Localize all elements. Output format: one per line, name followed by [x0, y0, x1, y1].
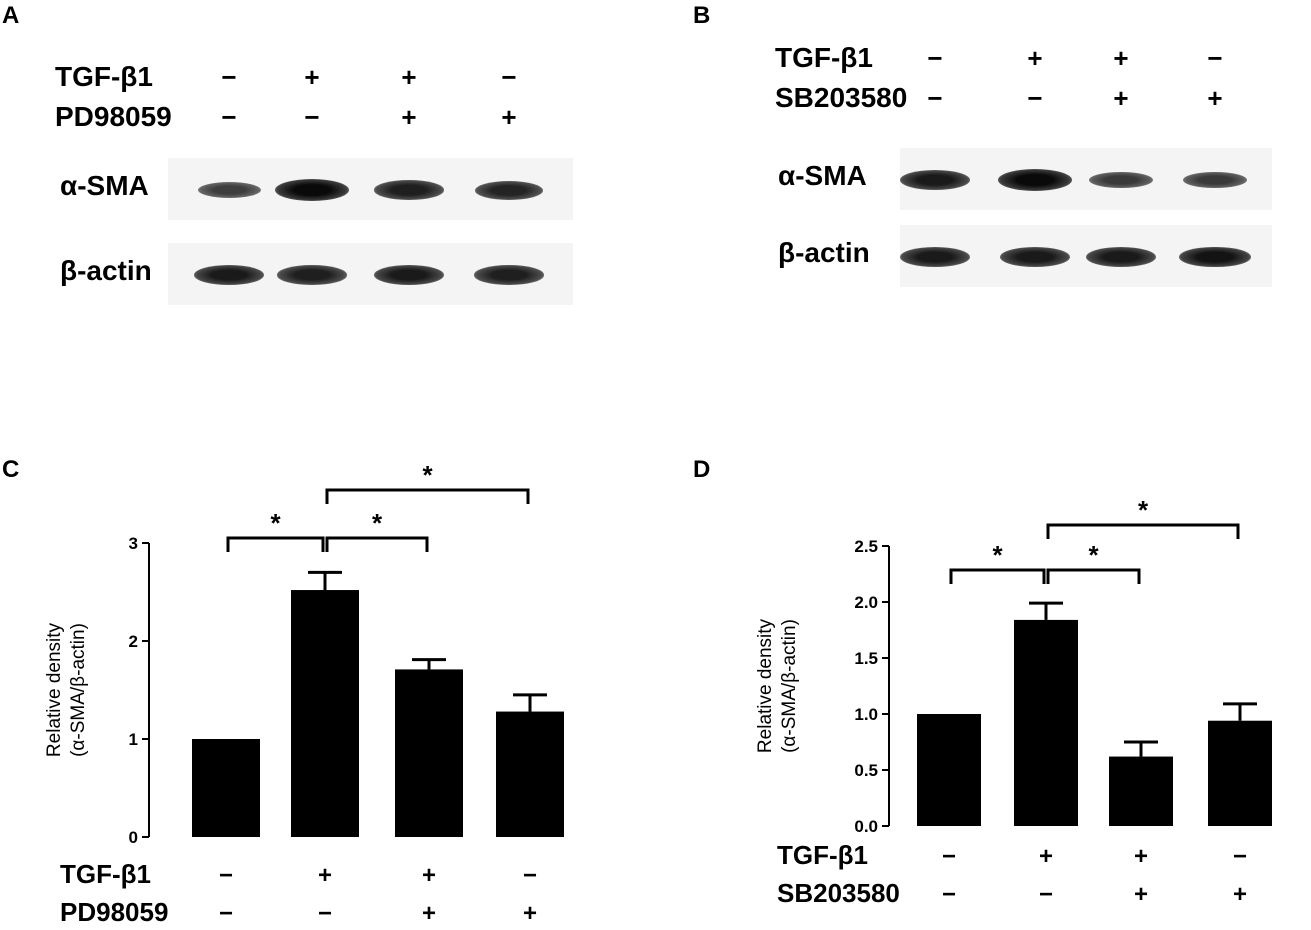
significance-bracket: [325, 488, 530, 504]
y-tick-label: 2.0: [854, 593, 878, 612]
treatment-sign: +: [422, 862, 436, 889]
band-label: β-actin: [778, 237, 870, 268]
bar: [1109, 756, 1173, 826]
protein-band: [1085, 246, 1157, 268]
treatment-sign: −: [1027, 83, 1043, 113]
treatment-sign: +: [1113, 43, 1129, 73]
protein-band: [193, 264, 265, 286]
treatment-sign: +: [1134, 843, 1148, 870]
protein-band: [474, 180, 544, 200]
treatment-label: TGF-β1: [55, 61, 153, 92]
significance-star: *: [372, 508, 383, 538]
bar: [917, 714, 981, 826]
y-tick-label: 0: [129, 828, 138, 847]
protein-band: [474, 265, 544, 285]
protein-band: [1179, 246, 1251, 268]
significance-bracket: [325, 536, 429, 552]
treatment-label: SB203580: [777, 878, 900, 908]
y-tick-label: 1.0: [854, 705, 878, 724]
treatment-label: TGF-β1: [777, 840, 868, 870]
significance-star: *: [270, 508, 281, 538]
band-label: α-SMA: [60, 170, 149, 201]
y-axis-label: Relative density (α-SMA/β-actin): [44, 622, 89, 757]
panel-d-letter: D: [693, 456, 711, 483]
protein-band: [1088, 171, 1154, 189]
treatment-sign: −: [318, 900, 332, 927]
treatment-sign: +: [304, 62, 320, 92]
treatment-sign: +: [401, 62, 417, 92]
treatment-sign: +: [1039, 843, 1053, 870]
panel-d-bar-chart: 0.0 0.5 1.0 1.5 2.0 2.5 Relative density (α-SMA…: [755, 495, 1272, 908]
significance-bracket: [226, 536, 325, 552]
significance-bracket: [949, 568, 1046, 584]
protein-band: [373, 264, 445, 286]
bar: [395, 669, 463, 837]
y-axis-label: Relative density (α-SMA/β-actin): [755, 618, 800, 753]
significance-star: *: [1138, 495, 1149, 525]
treatment-sign: −: [927, 83, 943, 113]
treatment-sign: −: [219, 862, 233, 889]
protein-band: [275, 179, 349, 201]
protein-band: [1182, 171, 1248, 189]
protein-band: [197, 182, 261, 198]
treatment-label: PD98059: [55, 101, 172, 132]
treatment-sign: +: [523, 900, 537, 927]
treatment-sign: +: [1134, 881, 1148, 908]
treatment-label: SB203580: [775, 82, 908, 113]
significance-star: *: [1088, 540, 1099, 570]
treatment-sign: −: [219, 900, 233, 927]
bar: [1014, 619, 1078, 826]
treatment-label: TGF-β1: [60, 859, 151, 889]
significance-star: *: [992, 540, 1003, 570]
treatment-sign: −: [942, 881, 956, 908]
y-tick-label: 1.5: [854, 649, 878, 668]
protein-band: [277, 265, 347, 285]
treatment-sign: −: [1207, 43, 1223, 73]
treatment-sign: −: [927, 43, 943, 73]
y-tick-label: 2.5: [854, 537, 878, 556]
treatment-sign: −: [1233, 843, 1247, 870]
y-tick-label: 3: [129, 534, 138, 553]
protein-band: [899, 169, 971, 191]
band-label: α-SMA: [778, 160, 867, 191]
protein-band: [899, 246, 971, 268]
significance-bracket: [1046, 523, 1240, 539]
treatment-sign: −: [1039, 881, 1053, 908]
band-label: β-actin: [60, 255, 152, 286]
protein-band: [374, 180, 444, 200]
treatment-sign: −: [523, 862, 537, 889]
treatment-sign: −: [942, 843, 956, 870]
treatment-sign: +: [318, 862, 332, 889]
bar: [496, 711, 564, 837]
treatment-sign: +: [401, 102, 417, 132]
treatment-sign: −: [221, 62, 237, 92]
treatment-sign: +: [501, 102, 517, 132]
treatment-label: TGF-β1: [775, 42, 873, 73]
y-tick-label: 0.0: [854, 817, 878, 836]
treatment-sign: +: [1207, 83, 1223, 113]
bar: [192, 739, 260, 837]
protein-band: [998, 169, 1072, 191]
bar: [291, 590, 359, 837]
significance-star: *: [422, 460, 433, 490]
bar: [1208, 720, 1272, 826]
treatment-sign: +: [1027, 43, 1043, 73]
panel-b-letter: B: [693, 2, 711, 29]
significance-bracket: [1046, 568, 1141, 584]
protein-band: [999, 246, 1071, 268]
treatment-sign: +: [422, 900, 436, 927]
y-tick-label: 0.5: [854, 761, 878, 780]
treatment-sign: +: [1233, 881, 1247, 908]
y-tick-label: 2: [129, 632, 138, 651]
y-tick-label: 1: [129, 730, 138, 749]
panel-a-letter: A: [2, 2, 20, 29]
treatment-sign: −: [221, 102, 237, 132]
treatment-sign: −: [304, 102, 320, 132]
treatment-label: PD98059: [60, 897, 168, 927]
panel-c-bar-chart: 0 1 2 3 Relative density (α-SMA/β-actin) * * * TG…: [44, 460, 564, 927]
treatment-sign: +: [1113, 83, 1129, 113]
treatment-sign: −: [501, 62, 517, 92]
panel-c-letter: C: [2, 456, 20, 483]
